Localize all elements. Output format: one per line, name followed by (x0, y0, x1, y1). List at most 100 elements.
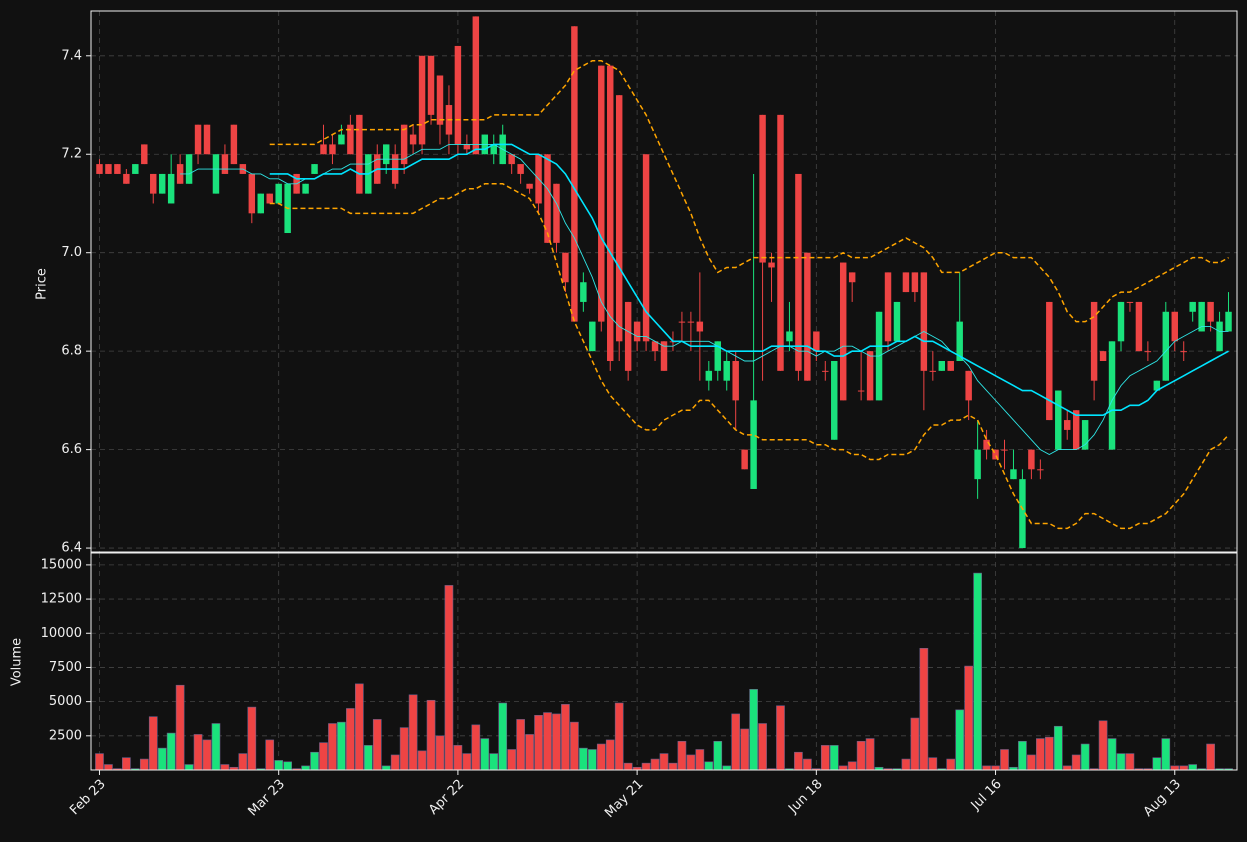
volume-bar (865, 738, 875, 771)
volume-bar (462, 753, 472, 771)
volume-tick-label: 15000 (41, 557, 82, 572)
candle-body (607, 65, 614, 362)
volume-bar (1027, 754, 1036, 771)
candle-body (1099, 351, 1107, 362)
volume-bar (982, 765, 991, 771)
candle-body (1198, 301, 1205, 332)
volume-bar (489, 753, 499, 771)
volume-bar (543, 712, 552, 771)
candle-body (651, 341, 659, 352)
volume-bar (704, 761, 714, 771)
volume-bar (1107, 738, 1117, 771)
candle-body (929, 370, 937, 372)
volume-bar (319, 742, 328, 771)
volume-bar (175, 684, 185, 771)
volume-bar (910, 717, 920, 771)
candle-body (1225, 311, 1232, 332)
plot-layer: 6.4 6.6 6.8 7.0 7.2 7.4 2500 5000 7500 10000 12500… (41, 11, 1237, 821)
volume-bar (1152, 757, 1162, 771)
volume-tick-label: 7500 (49, 660, 82, 675)
volume-bar (390, 754, 400, 771)
volume-bar (381, 765, 391, 771)
volume-bar (1071, 754, 1081, 771)
candle-body (723, 361, 730, 381)
volume-bar (579, 747, 588, 771)
candle-body (230, 124, 238, 165)
candle-body (454, 45, 462, 145)
candle-body (409, 134, 417, 145)
volume-bar (471, 724, 481, 771)
volume-bar (507, 749, 517, 771)
volume-bar (139, 758, 149, 771)
candle-body (1055, 390, 1062, 450)
candle-body (992, 449, 999, 460)
volume-bar (686, 754, 696, 771)
indicator-line (269, 59, 1229, 323)
volume-bar (265, 739, 275, 771)
candle-body (338, 134, 345, 145)
volume-tick-label: 5000 (49, 694, 82, 709)
volume-bar (803, 758, 812, 771)
volume-bar (901, 758, 911, 771)
candle-body (526, 183, 533, 189)
volume-bar (337, 721, 346, 771)
volume-bar (1036, 738, 1045, 771)
volume-bar (363, 745, 373, 771)
volume-bar (310, 751, 319, 771)
volume-bar (95, 753, 104, 771)
candle-body (920, 272, 928, 371)
candle-body (1189, 301, 1196, 312)
volume-bar (157, 747, 167, 771)
candle-body (938, 361, 946, 371)
volume-bar (498, 702, 508, 771)
volume-bar (596, 743, 606, 771)
candle-body (1126, 301, 1134, 303)
candle-body (893, 301, 901, 342)
candle-body (696, 321, 704, 332)
candle-body (1207, 301, 1214, 322)
candle-body (105, 164, 112, 174)
candle-body (329, 144, 336, 155)
volume-tick-label: 12500 (41, 592, 82, 607)
candle-body (866, 351, 874, 401)
candle-body (714, 341, 721, 371)
volume-bar (184, 764, 194, 771)
candle-body (965, 370, 972, 401)
candle-body (1072, 410, 1080, 450)
volume-bar (749, 689, 758, 771)
candle-body (472, 16, 480, 155)
candle-body (275, 183, 282, 204)
price-panel (90, 10, 1238, 553)
volume-bar (1206, 743, 1215, 771)
candle-body (203, 124, 211, 155)
candle-body (705, 370, 713, 381)
volume-bar (695, 749, 705, 771)
volume-bar (928, 757, 938, 771)
candle-body (114, 164, 121, 174)
volume-tick-label: 10000 (41, 626, 82, 641)
candle-body (508, 154, 515, 165)
candle-body (320, 144, 327, 155)
volume-bar (238, 753, 248, 771)
volume-bar (829, 745, 839, 771)
candle-body (974, 449, 981, 480)
volume-bar (104, 764, 113, 771)
volume-bar (623, 762, 633, 771)
candle-body (463, 144, 471, 150)
candle-body (517, 164, 524, 174)
candle-body (589, 321, 596, 352)
volume-bar (964, 665, 973, 771)
candle-body (795, 173, 802, 371)
candle-body (1046, 301, 1053, 421)
volume-bar (677, 740, 687, 771)
candle-body (562, 252, 569, 283)
volume-axis-label: Volume (10, 638, 25, 686)
volume-bar (668, 762, 678, 771)
candle-body (302, 183, 309, 194)
candle-body (158, 173, 166, 194)
candle-body (1001, 449, 1008, 451)
y-tick-label: 6.6 (61, 442, 82, 457)
candle-body (956, 321, 963, 362)
volume-bar (480, 738, 490, 771)
